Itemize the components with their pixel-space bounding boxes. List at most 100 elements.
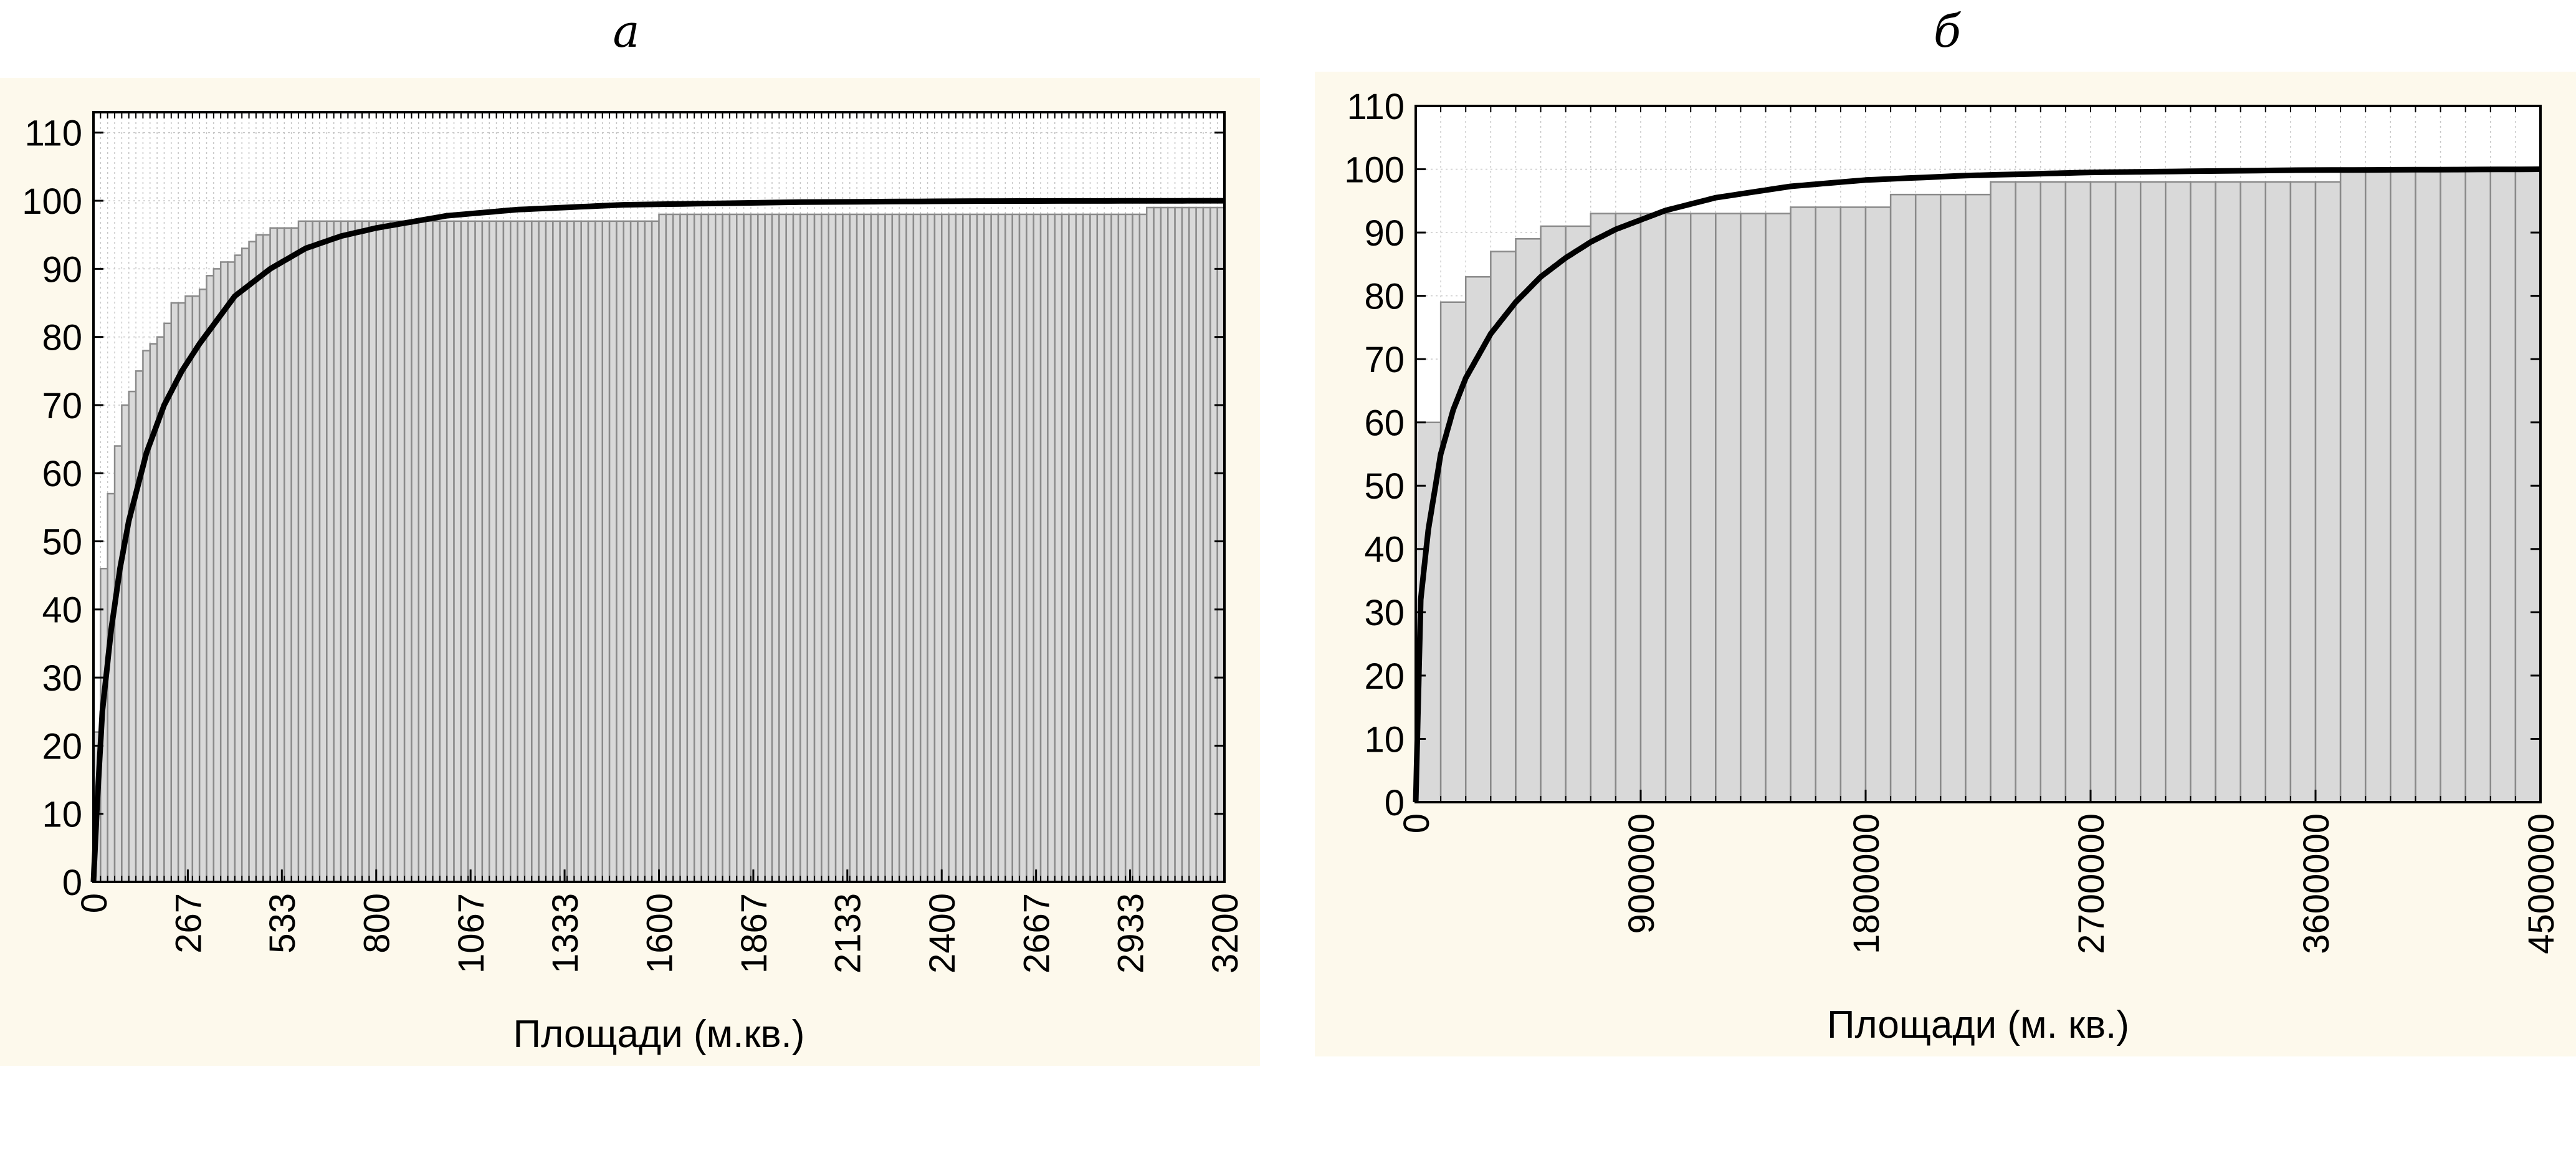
histogram-bar (821, 213, 829, 883)
histogram-bar (1439, 301, 1467, 803)
histogram-bar (1515, 237, 1542, 803)
x-tick-label: 1333 (545, 893, 586, 974)
y-tick-label: 90 (42, 249, 82, 290)
histogram-bar (608, 220, 618, 883)
histogram-bar (284, 227, 292, 883)
histogram-bar (1061, 213, 1070, 883)
histogram-bar (305, 220, 313, 883)
histogram-bar (523, 220, 533, 883)
y-tick-label: 0 (62, 863, 82, 903)
y-tick-label: 30 (42, 658, 82, 699)
histogram-bar (813, 213, 823, 883)
y-tick-label: 40 (1364, 530, 1405, 570)
x-tick-label: 267 (168, 893, 209, 954)
histogram-bar (1054, 213, 1063, 883)
histogram-bar (241, 247, 250, 883)
histogram-bar (432, 220, 441, 883)
histogram-bar (184, 295, 194, 883)
histogram-bar (1715, 213, 1742, 803)
histogram-bar (2264, 181, 2292, 803)
histogram-bar (693, 213, 702, 883)
histogram-bar (474, 220, 484, 883)
histogram-bar (806, 213, 816, 883)
y-tick-label: 60 (1364, 403, 1405, 444)
histogram-bar (715, 213, 723, 883)
y-tick-label: 100 (1344, 150, 1405, 190)
histogram-bar (1965, 193, 1992, 803)
histogram-bar (1132, 213, 1141, 883)
x-tick-label: 533 (262, 893, 303, 954)
x-tick-label: 2700000 (2071, 813, 2112, 954)
histogram-bar (411, 220, 420, 883)
histogram-bar (517, 220, 526, 883)
histogram-bar (728, 213, 738, 883)
histogram-bar (672, 213, 681, 883)
histogram-bar (368, 220, 377, 883)
histogram-bar (481, 220, 490, 883)
y-tick-label: 70 (1364, 340, 1405, 380)
histogram-bar (559, 220, 568, 883)
histogram-bar (1075, 213, 1084, 883)
histogram-bar (941, 213, 950, 883)
histogram-bar (290, 227, 300, 883)
y-tick-label: 10 (1364, 719, 1405, 760)
histogram-bar (912, 213, 922, 883)
histogram-bar (121, 404, 130, 883)
histogram-bar (1096, 213, 1105, 883)
histogram-bar (1689, 213, 1717, 803)
histogram-bar (1103, 213, 1112, 883)
histogram-bar (1153, 206, 1162, 883)
panel-a-label: а (613, 5, 640, 57)
histogram-bar (255, 234, 264, 883)
histogram-bar (1209, 206, 1218, 883)
histogram-bar (1174, 206, 1183, 883)
y-tick-label: 50 (42, 522, 82, 562)
histogram-bar (969, 213, 978, 883)
histogram-bar (1160, 206, 1169, 883)
chart-b: 0 10 20 30 40 50 60 70 80 90 100 110 0 900000 1800000 2… (1344, 87, 2562, 1046)
histogram-bar (743, 213, 752, 883)
histogram-bar (948, 213, 957, 883)
histogram-bar (2415, 168, 2441, 803)
x-tick-label: 2133 (828, 893, 869, 974)
histogram-bar (849, 213, 858, 883)
histogram-bar (198, 288, 208, 883)
histogram-bar (983, 213, 992, 883)
histogram-bar (2139, 181, 2167, 803)
histogram-bar (142, 350, 151, 883)
histogram-bar (877, 213, 886, 883)
histogram-bar (1011, 213, 1021, 883)
histogram-bar (1615, 213, 1642, 803)
histogram-bar (799, 213, 808, 883)
y-tick-label: 50 (1364, 466, 1405, 507)
y-tick-label: 110 (25, 113, 82, 154)
histogram-bar (1082, 213, 1091, 883)
histogram-bar (1889, 193, 1917, 803)
histogram-bar (686, 213, 695, 883)
histogram-bar (962, 213, 971, 883)
chart-a: 0 10 20 30 40 50 60 70 80 90 100 110 0 267 533 800 1067 1… (22, 111, 1246, 1056)
x-tick-label: 0 (74, 893, 115, 913)
histogram-bar (1639, 213, 1667, 803)
histogram-bar (919, 213, 928, 883)
histogram-bar (637, 220, 646, 883)
x-tick-label: 900000 (1621, 813, 1662, 934)
histogram-bar (538, 220, 547, 883)
panel-b-label: б (1934, 5, 1961, 57)
histogram-bar (403, 220, 413, 883)
histogram-bar (191, 295, 201, 883)
histogram-bar (1839, 206, 1867, 803)
y-tick-label: 20 (1364, 656, 1405, 697)
histogram-bar (707, 213, 717, 883)
histogram-bar (651, 220, 660, 883)
x-tick-label: 1800000 (1846, 813, 1887, 954)
histogram-bar (396, 220, 406, 883)
histogram-bar (333, 220, 342, 883)
histogram-bar (834, 213, 844, 883)
histogram-bar (976, 213, 985, 883)
histogram-bar (1590, 213, 1617, 803)
histogram-bar (587, 220, 596, 883)
y-tick-label: 0 (1385, 783, 1405, 823)
y-tick-label: 20 (42, 726, 82, 767)
x-tick-label: 4500000 (2521, 813, 2562, 954)
